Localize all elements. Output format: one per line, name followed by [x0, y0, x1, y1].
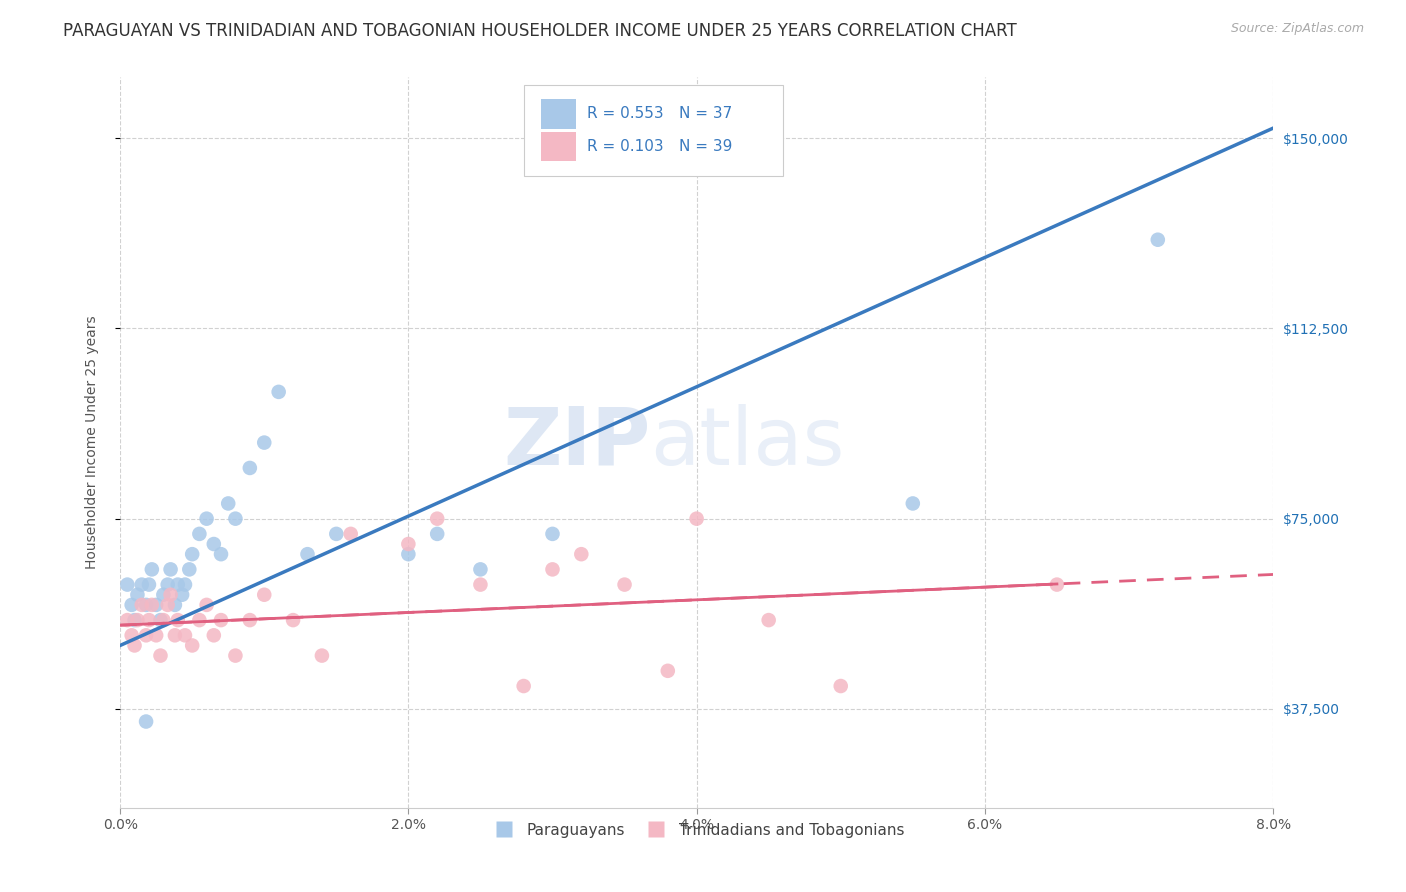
- Point: [569, 547, 592, 561]
- Point: [152, 588, 174, 602]
- Point: [135, 714, 157, 729]
- Point: [209, 547, 232, 561]
- Point: [174, 577, 197, 591]
- Text: PARAGUAYAN VS TRINIDADIAN AND TOBAGONIAN HOUSEHOLDER INCOME UNDER 25 YEARS CORRE: PARAGUAYAN VS TRINIDADIAN AND TOBAGONIAN…: [63, 22, 1017, 40]
- Point: [311, 648, 333, 663]
- Legend: Paraguayans, Trinidadians and Tobagonians: Paraguayans, Trinidadians and Tobagonian…: [482, 817, 911, 844]
- Point: [117, 613, 139, 627]
- Point: [152, 613, 174, 627]
- Point: [131, 577, 153, 591]
- Point: [166, 613, 188, 627]
- Point: [470, 577, 492, 591]
- Point: [159, 562, 181, 576]
- Point: [758, 613, 780, 627]
- Point: [202, 628, 225, 642]
- Point: [396, 547, 419, 561]
- Point: [512, 679, 534, 693]
- Point: [470, 562, 492, 576]
- FancyBboxPatch shape: [541, 99, 575, 128]
- Point: [174, 628, 197, 642]
- Point: [149, 613, 172, 627]
- Point: [339, 527, 361, 541]
- Point: [224, 511, 246, 525]
- Point: [239, 461, 262, 475]
- Point: [181, 547, 204, 561]
- Text: atlas: atlas: [651, 403, 845, 482]
- Point: [541, 562, 564, 576]
- FancyBboxPatch shape: [541, 132, 575, 161]
- Point: [156, 577, 179, 591]
- Point: [138, 613, 160, 627]
- Point: [195, 511, 218, 525]
- Point: [217, 496, 239, 510]
- Point: [145, 628, 167, 642]
- Point: [149, 648, 172, 663]
- Point: [141, 598, 163, 612]
- Point: [239, 613, 262, 627]
- Point: [179, 562, 201, 576]
- Point: [163, 598, 186, 612]
- Point: [281, 613, 304, 627]
- Point: [685, 511, 707, 525]
- Point: [145, 598, 167, 612]
- Point: [124, 639, 146, 653]
- Point: [138, 577, 160, 591]
- Point: [135, 598, 157, 612]
- Text: R = 0.103: R = 0.103: [588, 139, 664, 154]
- Point: [830, 679, 852, 693]
- Text: N = 39: N = 39: [679, 139, 733, 154]
- Point: [117, 577, 139, 591]
- Point: [224, 648, 246, 663]
- Point: [127, 613, 149, 627]
- Point: [426, 527, 449, 541]
- Point: [121, 598, 143, 612]
- Text: ZIP: ZIP: [503, 403, 651, 482]
- Point: [1046, 577, 1069, 591]
- Point: [156, 598, 179, 612]
- Point: [166, 577, 188, 591]
- Point: [127, 588, 149, 602]
- Point: [188, 613, 211, 627]
- Text: Source: ZipAtlas.com: Source: ZipAtlas.com: [1230, 22, 1364, 36]
- Point: [181, 639, 204, 653]
- Point: [901, 496, 924, 510]
- Point: [426, 511, 449, 525]
- Text: R = 0.553: R = 0.553: [588, 106, 664, 121]
- Point: [159, 588, 181, 602]
- Point: [202, 537, 225, 551]
- Point: [297, 547, 319, 561]
- Point: [209, 613, 232, 627]
- Point: [121, 628, 143, 642]
- Point: [657, 664, 679, 678]
- Point: [253, 588, 276, 602]
- Point: [613, 577, 636, 591]
- Point: [188, 527, 211, 541]
- Point: [172, 588, 194, 602]
- Point: [541, 527, 564, 541]
- FancyBboxPatch shape: [523, 85, 783, 176]
- Point: [253, 435, 276, 450]
- Point: [195, 598, 218, 612]
- Point: [1146, 233, 1168, 247]
- Point: [124, 613, 146, 627]
- Point: [325, 527, 347, 541]
- Point: [131, 598, 153, 612]
- Point: [396, 537, 419, 551]
- Point: [135, 628, 157, 642]
- Text: N = 37: N = 37: [679, 106, 733, 121]
- Point: [163, 628, 186, 642]
- Point: [141, 562, 163, 576]
- Point: [267, 384, 290, 399]
- Y-axis label: Householder Income Under 25 years: Householder Income Under 25 years: [86, 316, 100, 569]
